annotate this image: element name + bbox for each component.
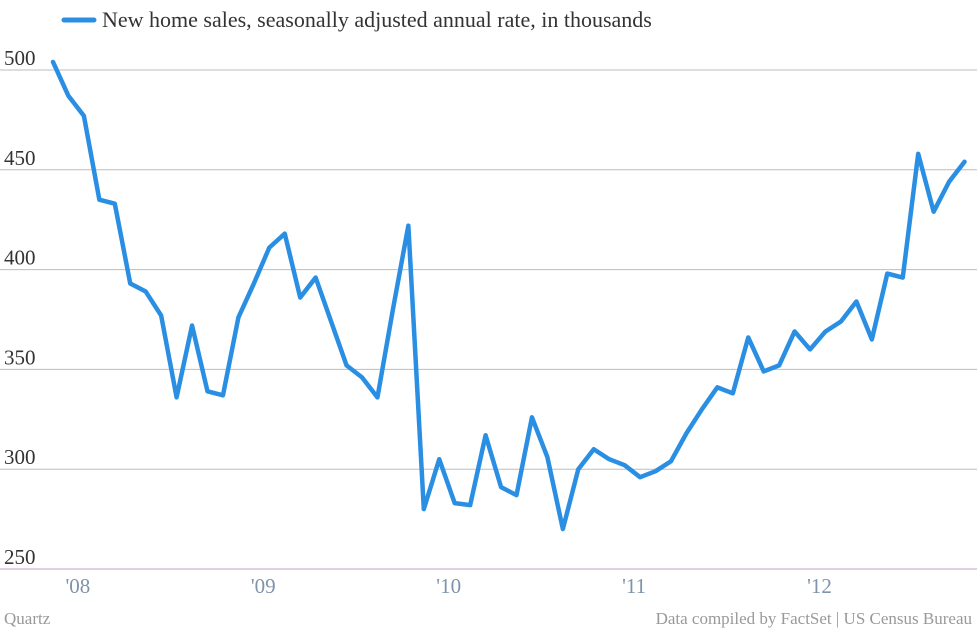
y-tick-label: 400 (4, 246, 36, 270)
x-tick-label: '09 (251, 574, 276, 598)
y-tick-label: 500 (4, 46, 36, 70)
x-tick-label: '12 (807, 574, 832, 598)
y-tick-label: 300 (4, 445, 36, 469)
credit: Quartz (4, 609, 51, 628)
y-tick-label: 350 (4, 345, 36, 369)
x-tick-label: '10 (436, 574, 461, 598)
x-tick-label: '08 (66, 574, 91, 598)
source: Data compiled by FactSet | US Census Bur… (656, 609, 973, 628)
y-tick-label: 250 (4, 545, 36, 569)
line (50, 59, 967, 532)
y-tick-label: 450 (4, 146, 36, 170)
legend-label: New home sales, seasonally adjusted annu… (102, 7, 652, 32)
x-tick-label: '11 (622, 574, 646, 598)
